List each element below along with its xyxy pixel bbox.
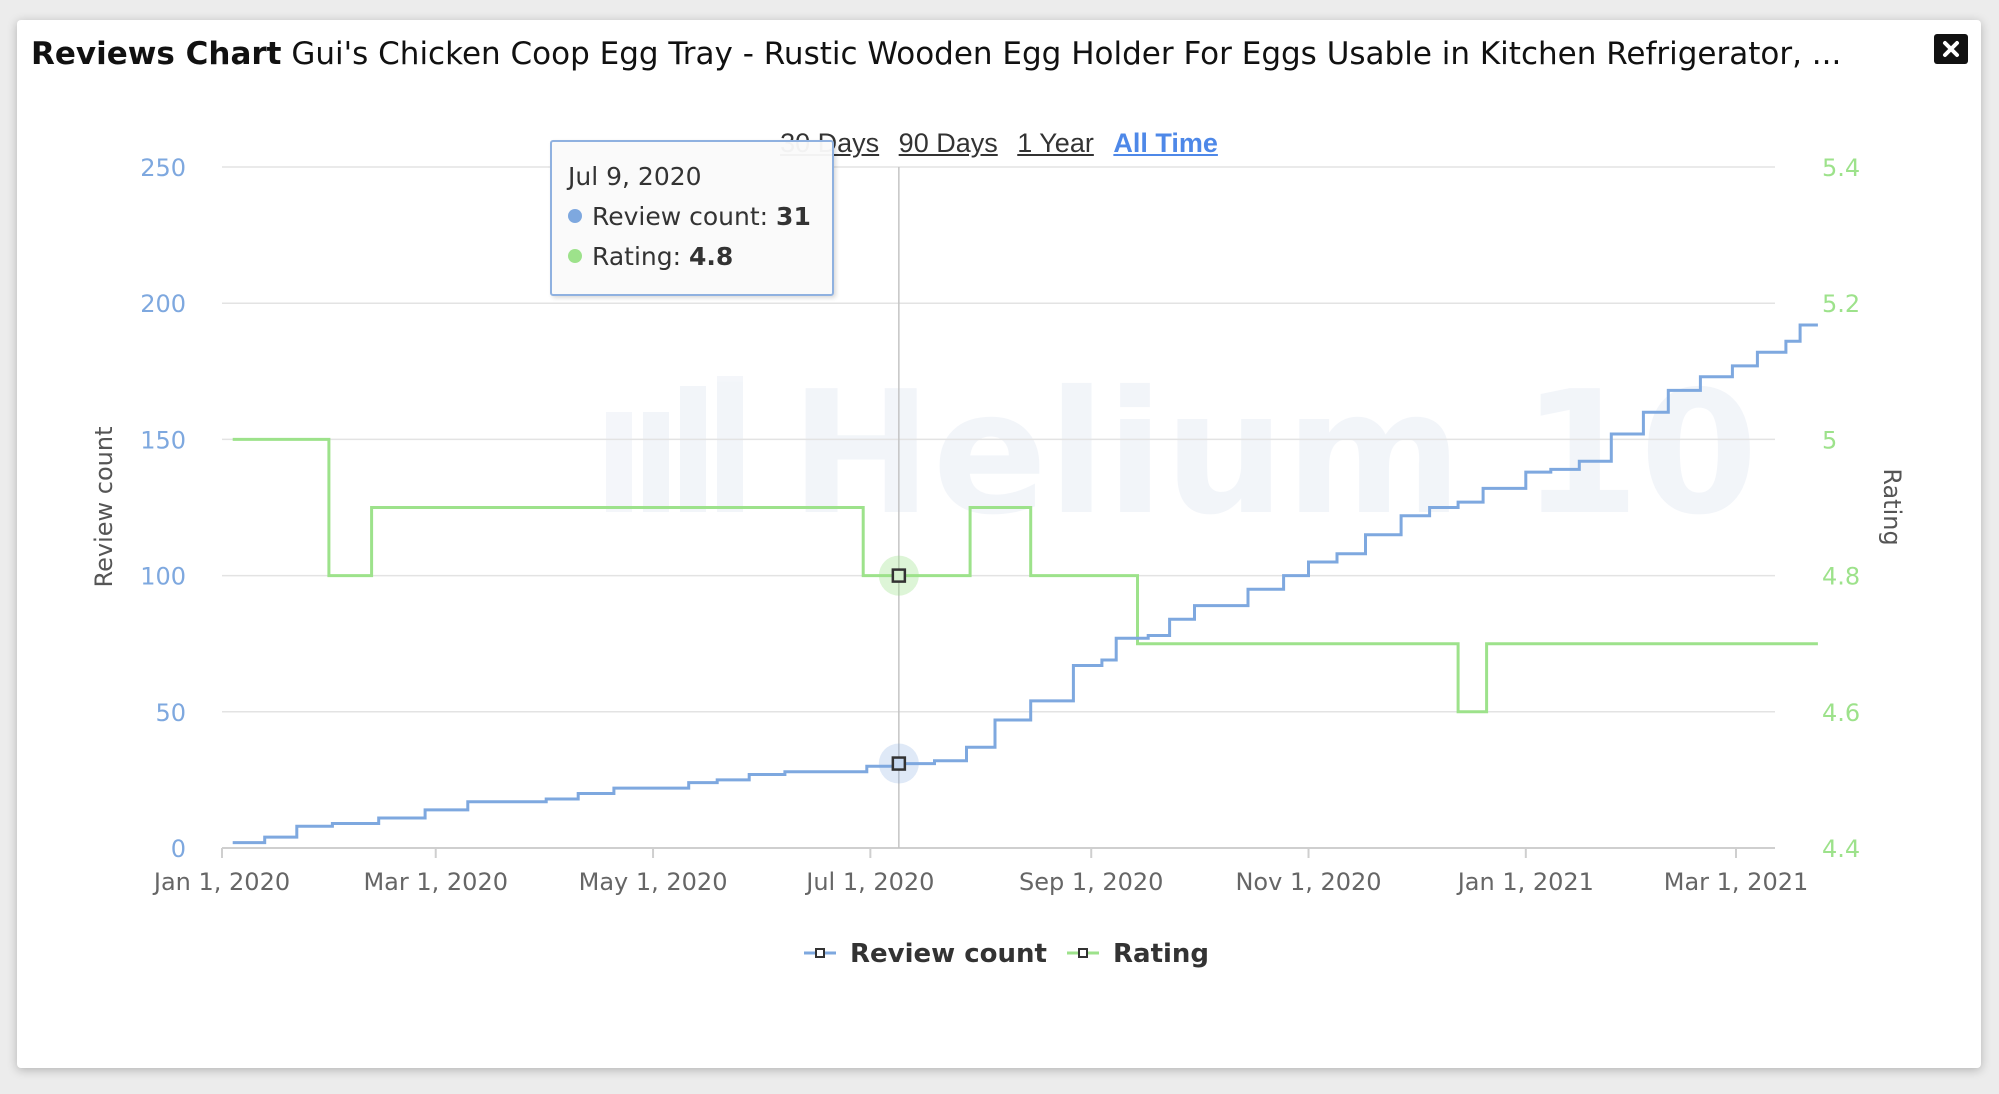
x-tick-label: Jan 1, 2021 [1456,868,1594,896]
y-left-tick-label: 50 [155,699,186,727]
legend-label: Rating [1113,939,1209,969]
y-right-axis-title: Rating [1878,468,1906,545]
gridlines: 0 50 100 150 200 250 4.4 4.6 4.8 5 5.2 5.4 [140,154,1860,863]
tooltip-review-value: 31 [776,202,811,231]
y-left-tick-label: 250 [140,154,186,182]
x-tick-label: May 1, 2020 [579,868,728,896]
rating-series-dot-icon [568,249,582,263]
legend-review-count[interactable]: Review count [804,939,1047,969]
tooltip-review-label: Review count: [592,202,777,231]
close-icon [1943,41,1959,57]
modal-title: Reviews Chart Gui's Chicken Coop Egg Tra… [31,36,1891,72]
product-title: Gui's Chicken Coop Egg Tray - Rustic Woo… [281,36,1842,72]
x-tick-label: Jan 1, 2020 [152,868,290,896]
range-all-time-link[interactable]: All Time [1113,128,1218,158]
y-left-tick-label: 200 [140,290,186,318]
y-right-tick-label: 5 [1822,426,1837,454]
x-tick-label: Jul 1, 2020 [804,868,934,896]
modal-title-label: Reviews Chart [31,36,282,72]
review-hover-marker [891,756,907,771]
y-left-tick-label: 100 [140,563,186,591]
tooltip-review-row: Review count: 31 [568,202,811,231]
legend-marker-icon [1078,948,1088,958]
tooltip-rating-row: Rating: 4.8 [568,242,733,271]
watermark-logo-bar [680,386,706,512]
range-90-days-link[interactable]: 90 Days [898,128,998,158]
helium10-watermark: Helium 10 [606,355,1758,553]
x-tick-label: Nov 1, 2020 [1235,868,1381,896]
y-right-tick-label: 4.4 [1822,835,1860,863]
y-left-axis-title: Review count [90,427,118,588]
x-tick-label: Sep 1, 2020 [1019,868,1163,896]
close-button[interactable] [1934,34,1968,64]
review-count-series-line [232,323,1818,845]
reviews-chart-modal: Reviews Chart Gui's Chicken Coop Egg Tra… [17,20,1981,1068]
chart-tooltip: Jul 9, 2020 Review count: 31 Rating: 4.8 [550,140,834,296]
y-left-tick-label: 0 [171,835,186,863]
watermark-text: Helium 10 [790,355,1758,553]
y-right-tick-label: 4.6 [1822,699,1860,727]
y-left-tick-label: 150 [140,426,186,454]
rating-hover-marker [891,568,907,583]
tooltip-rating-label: Rating: [592,242,689,271]
y-right-tick-label: 5.4 [1822,154,1860,182]
x-tick-label: Mar 1, 2021 [1664,868,1809,896]
y-right-tick-label: 4.8 [1822,563,1860,591]
legend-marker-icon [815,948,825,958]
legend-label: Review count [850,939,1047,969]
chart-legend: Review count Rating [804,939,1209,969]
tooltip-date: Jul 9, 2020 [568,162,702,191]
y-right-tick-label: 5.2 [1822,290,1860,318]
watermark-logo-bar [606,412,632,512]
review-series-dot-icon [568,209,582,223]
x-tick-label: Mar 1, 2020 [363,868,508,896]
rating-series-line [232,437,1818,714]
x-axis: Jan 1, 2020 Mar 1, 2020 May 1, 2020 Jul 1, … [152,848,1808,896]
range-1-year-link[interactable]: 1 Year [1017,128,1094,158]
tooltip-rating-value: 4.8 [688,242,734,271]
watermark-logo-bar [643,412,669,512]
legend-rating[interactable]: Rating [1067,939,1209,969]
watermark-logo-bar [717,376,743,512]
